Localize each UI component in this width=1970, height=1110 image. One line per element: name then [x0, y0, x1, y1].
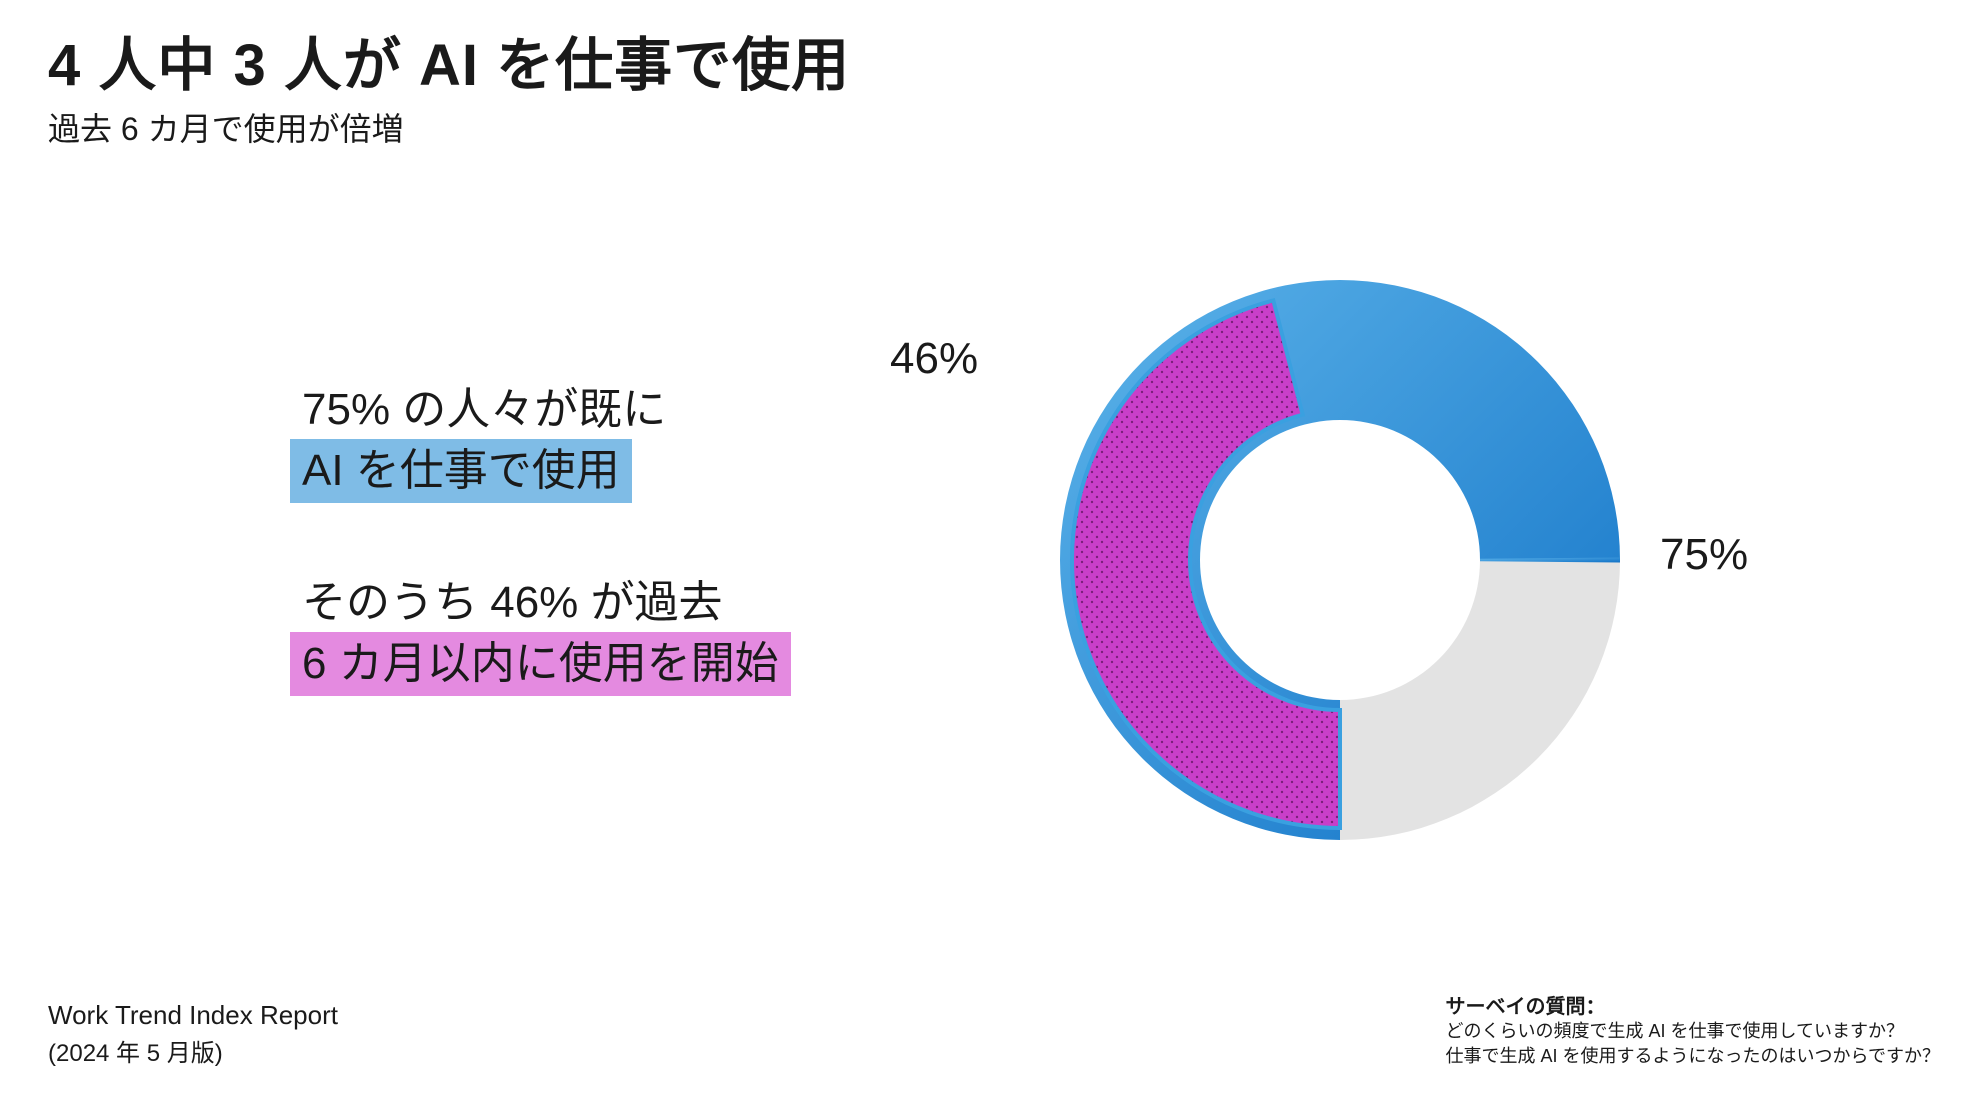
- footer-source-line1: Work Trend Index Report: [48, 1000, 338, 1031]
- callout-46pct-line1: そのうち 46% が過去: [290, 573, 791, 632]
- callout-46pct: そのうち 46% が過去 6 カ月以内に使用を開始: [290, 573, 791, 696]
- slide-title: 4 人中 3 人が AI を仕事で使用: [48, 18, 850, 102]
- callout-75pct-line2: AI を仕事で使用: [290, 439, 632, 502]
- slide-subtitle: 過去 6 カ月で使用が倍増: [48, 104, 850, 150]
- footer-source-line2: (2024 年 5 月版): [48, 1033, 338, 1068]
- donut-svg: [990, 260, 1690, 860]
- survey-question-title: サーベイの質問：: [1446, 990, 1940, 1019]
- chart-label-46: 46%: [890, 334, 978, 384]
- callout-75pct-line1: 75% の人々が既に: [290, 380, 791, 439]
- slide-header: 4 人中 3 人が AI を仕事で使用 過去 6 カ月で使用が倍増: [48, 18, 850, 150]
- callout-group: 75% の人々が既に AI を仕事で使用 そのうち 46% が過去 6 カ月以内…: [290, 380, 791, 766]
- callout-46pct-line2: 6 カ月以内に使用を開始: [290, 632, 791, 695]
- callout-75pct: 75% の人々が既に AI を仕事で使用: [290, 380, 791, 503]
- survey-question-line1: どのくらいの頻度で生成 AI を仕事で使用していますか？: [1446, 1019, 1940, 1043]
- donut-seg-not-using: [1340, 560, 1620, 840]
- footer-source: Work Trend Index Report (2024 年 5 月版): [48, 1000, 338, 1068]
- footer-survey-question: サーベイの質問： どのくらいの頻度で生成 AI を仕事で使用していますか？ 仕事…: [1446, 990, 1940, 1068]
- chart-label-75: 75%: [1660, 530, 1748, 580]
- survey-question-line2: 仕事で生成 AI を使用するようになったのはいつからですか？: [1446, 1044, 1940, 1068]
- donut-chart: [990, 260, 1690, 860]
